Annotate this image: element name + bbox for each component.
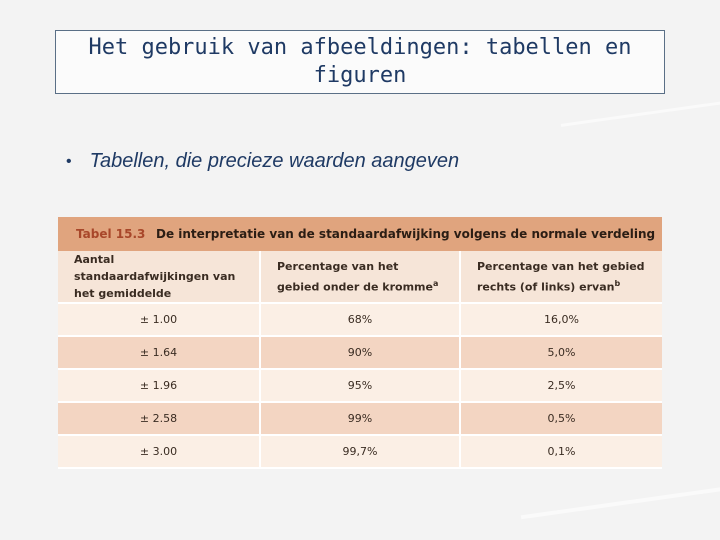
- column-header: Percentage van het gebied rechts (of lin…: [460, 251, 662, 304]
- table-cell: 95%: [260, 369, 461, 403]
- table-cell: ± 3.00: [58, 435, 261, 469]
- table-cell: 5,0%: [460, 336, 662, 370]
- table-row: ± 1.96 95% 2,5%: [58, 369, 662, 403]
- table-title-bar: Tabel 15.3 De interpretatie van de stand…: [58, 217, 662, 251]
- footnote-marker: a: [432, 278, 439, 288]
- table-cell: ± 2.58: [58, 402, 261, 436]
- table-cell: 90%: [260, 336, 461, 370]
- bullet-text: Tabellen, die precieze waarden aangeven: [89, 150, 460, 172]
- bullet-item: • Tabellen, die precieze waarden aangeve…: [66, 150, 459, 173]
- table-grid: Aantal standaardafwijkingen van het gemi…: [58, 251, 662, 469]
- table-cell: ± 1.00: [58, 303, 261, 337]
- data-table: Tabel 15.3 De interpretatie van de stand…: [58, 217, 662, 469]
- background-decoration: [520, 484, 720, 520]
- slide-title-box: Het gebruik van afbeeldingen: tabellen e…: [55, 30, 665, 94]
- table-cell: 0,5%: [460, 402, 662, 436]
- table-row: ± 1.00 68% 16,0%: [58, 303, 662, 337]
- footnote-marker: b: [614, 278, 621, 288]
- table-cell: 16,0%: [460, 303, 662, 337]
- column-header: Percentage van het gebied onder de kromm…: [260, 251, 461, 304]
- background-decoration: [560, 96, 720, 127]
- slide-title: Het gebruik van afbeeldingen: tabellen e…: [88, 35, 632, 88]
- table-cell: 68%: [260, 303, 461, 337]
- table-cell: ± 1.96: [58, 369, 261, 403]
- bullet-icon: •: [66, 152, 72, 170]
- table-cell: ± 1.64: [58, 336, 261, 370]
- table-row: ± 3.00 99,7% 0,1%: [58, 435, 662, 469]
- column-header: Aantal standaardafwijkingen van het gemi…: [58, 251, 261, 304]
- table-header-row: Aantal standaardafwijkingen van het gemi…: [58, 251, 662, 304]
- table-row: ± 2.58 99% 0,5%: [58, 402, 662, 436]
- table-cell: 99,7%: [260, 435, 461, 469]
- table-row: ± 1.64 90% 5,0%: [58, 336, 662, 370]
- table-cell: 2,5%: [460, 369, 662, 403]
- table-caption: De interpretatie van de standaardafwijki…: [156, 227, 656, 241]
- table-cell: 0,1%: [460, 435, 662, 469]
- table-cell: 99%: [260, 402, 461, 436]
- table-number: Tabel 15.3: [76, 227, 146, 241]
